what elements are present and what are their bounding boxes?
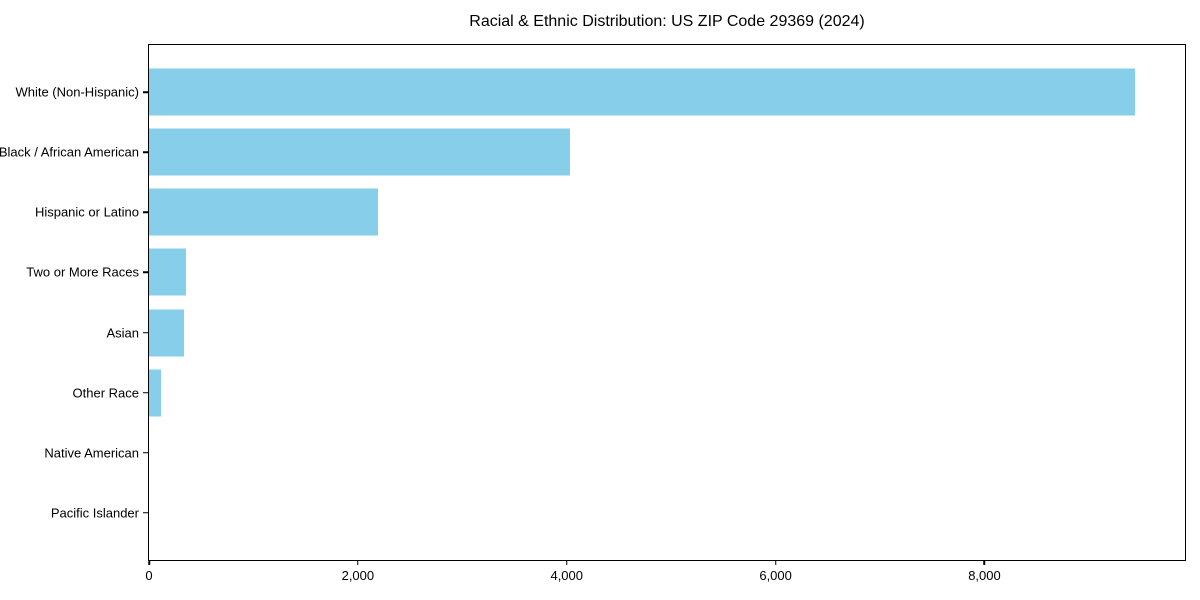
bar-row: Two or More Races <box>26 242 1185 302</box>
bar-row: Black / African American <box>0 122 1185 182</box>
bar <box>149 128 571 176</box>
y-tick-mark <box>143 452 149 454</box>
y-axis-label: Asian <box>106 325 139 341</box>
bar-row: Native American <box>44 423 1185 483</box>
bar <box>149 248 186 296</box>
y-axis-label: Pacific Islander <box>50 505 139 521</box>
x-axis-tick-label: 4,000 <box>550 568 584 583</box>
bar-row: White (Non-Hispanic) <box>15 62 1185 122</box>
x-axis-tick-label: 2,000 <box>341 568 375 583</box>
y-tick-mark <box>143 271 149 274</box>
plot-area: White (Non-Hispanic) Black / African Amer… <box>0 44 1186 583</box>
y-axis-label: Two or More Races <box>26 264 139 280</box>
y-axis-label: Hispanic or Latino <box>34 204 139 220</box>
y-tick-mark <box>143 512 149 514</box>
bar <box>149 188 378 236</box>
bar-row: Pacific Islander <box>51 483 1185 543</box>
bar <box>149 369 162 417</box>
y-tick-mark <box>143 331 149 334</box>
x-tick-mark <box>774 560 777 565</box>
chart-title: Racial & Ethnic Distribution: US ZIP Cod… <box>469 13 865 30</box>
bar-row: Asian <box>106 303 1185 363</box>
x-axis-tick-label: 8,000 <box>968 568 1001 583</box>
y-axis-label: Black / African American <box>0 144 139 160</box>
bar <box>149 309 185 357</box>
y-tick-mark <box>143 211 149 214</box>
x-axis-tick-label: 0 <box>145 568 153 583</box>
y-axis-label: Native American <box>44 445 139 461</box>
bar-row: Other Race <box>73 363 1185 423</box>
y-tick-mark <box>143 91 149 93</box>
x-tick-mark <box>148 560 150 565</box>
x-tick-mark <box>983 560 986 565</box>
x-tick-mark <box>565 560 568 565</box>
bar-row: Hispanic or Latino <box>35 182 1185 242</box>
y-axis-label: Other Race <box>72 385 139 401</box>
y-axis-label: White (Non-Hispanic) <box>15 84 139 100</box>
x-tick-mark <box>357 560 359 565</box>
bar <box>149 68 1136 116</box>
y-tick-mark <box>143 151 149 153</box>
x-axis-tick-label: 6,000 <box>759 568 792 583</box>
y-tick-mark <box>143 391 149 394</box>
